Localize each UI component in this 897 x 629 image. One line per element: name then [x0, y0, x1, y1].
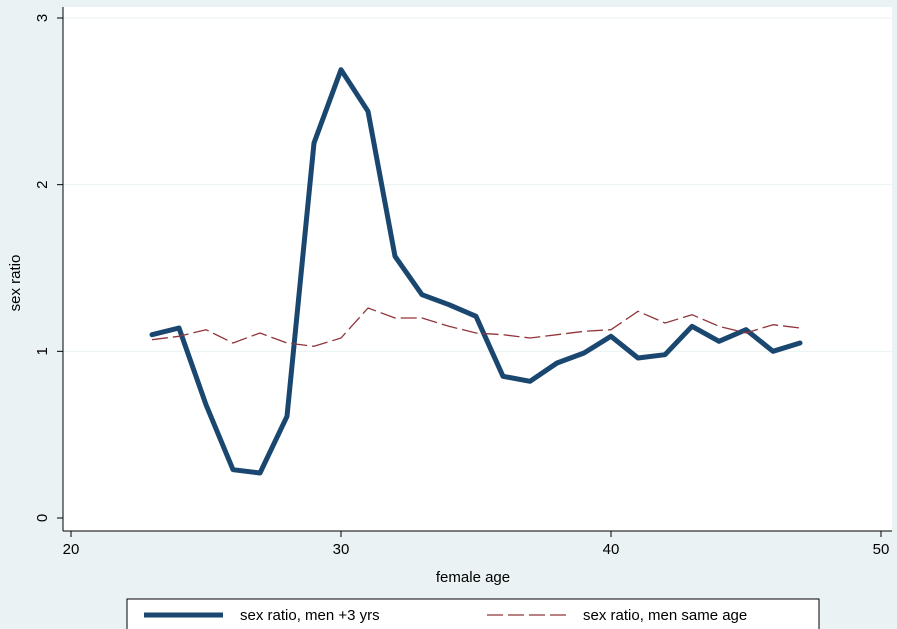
y-tick-label-3: 3	[34, 14, 51, 22]
y-tick-label-2: 2	[34, 180, 51, 188]
legend-label-men-plus-3: sex ratio, men +3 yrs	[240, 607, 380, 624]
x-tick-label-50: 50	[873, 541, 890, 558]
y-tick-label-1: 1	[34, 347, 51, 355]
series-line-men-plus-3	[149, 67, 803, 476]
grid-lines	[63, 17, 892, 352]
legend: sex ratio, men +3 yrs sex ratio, men sam…	[126, 598, 820, 629]
legend-box	[126, 598, 820, 629]
x-tick-label-30: 30	[333, 541, 350, 558]
plot-area	[63, 7, 892, 531]
y-tick-label-0: 0	[34, 514, 51, 522]
legend-label-men-same-age: sex ratio, men same age	[583, 607, 747, 624]
x-axis-title: female age	[436, 569, 510, 586]
series-line-men-same-age	[151, 307, 801, 347]
x-tick-label-40: 40	[603, 541, 620, 558]
y-axis-title: sex ratio	[7, 255, 24, 312]
axes: 0 1 2 3 20 30 40 50	[34, 7, 892, 558]
series-lines	[149, 67, 803, 476]
x-tick-label-20: 20	[63, 541, 80, 558]
